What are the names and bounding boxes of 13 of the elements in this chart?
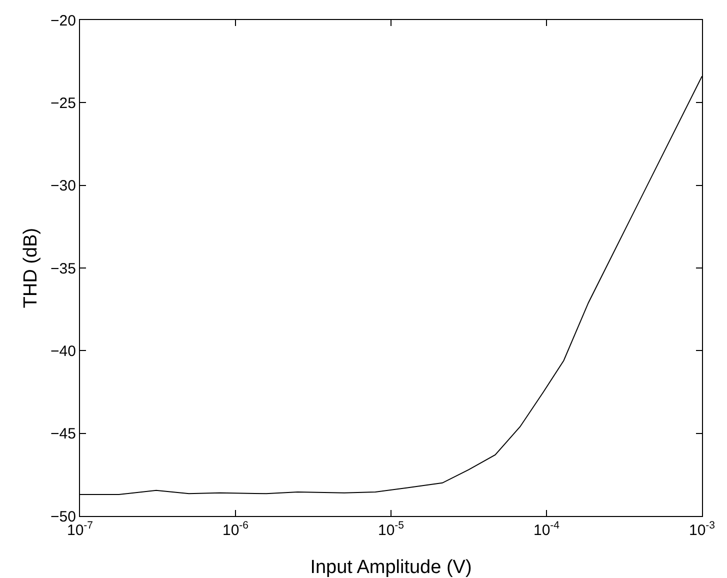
y-tick-label: −25	[50, 94, 76, 112]
x-axis-title: Input Amplitude (V)	[310, 557, 472, 578]
y-tick-label: −30	[50, 178, 76, 195]
y-tick-label: −20	[50, 12, 76, 30]
x-tick-label: 10$^{-6}$	[222, 520, 249, 539]
x-tick-label: 10$^{-3}$	[688, 520, 716, 539]
y-tick-label: −35	[50, 260, 76, 278]
x-tick-label: 10$^{-5}$	[378, 520, 404, 539]
y-tick-label: −50	[50, 508, 76, 526]
y-axis-title: THD (dB)	[20, 228, 42, 308]
y-tick-label: −45	[50, 426, 76, 443]
x-tick-label: 10$^{-4}$	[533, 520, 560, 539]
y-tick-label: −40	[50, 342, 76, 360]
